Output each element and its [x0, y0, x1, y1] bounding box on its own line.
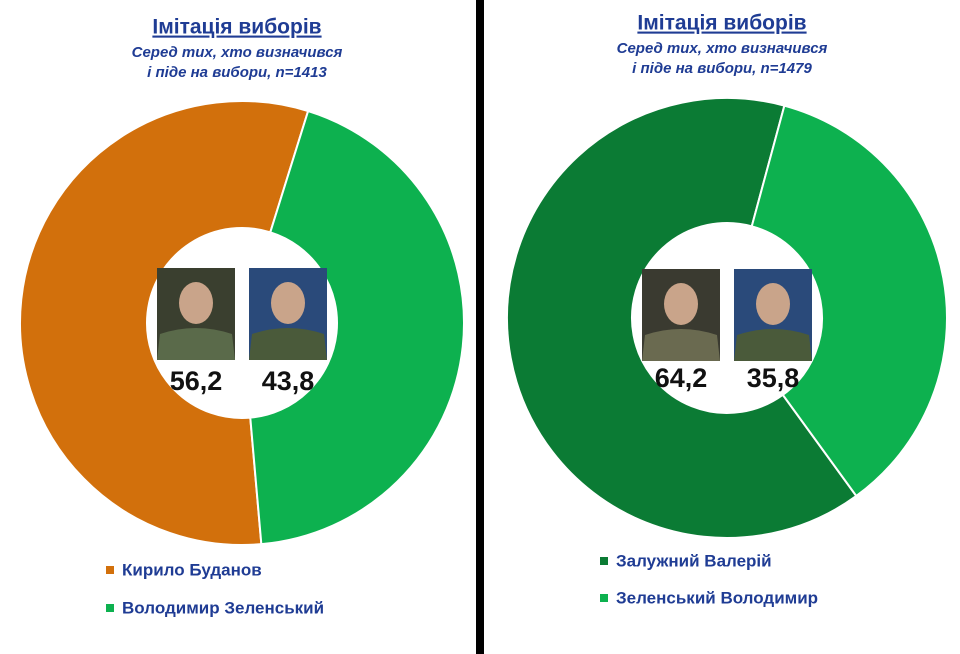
chart-subtitle: і піде на вибори, n=1479	[632, 60, 812, 77]
chart-title: Імітація виборів	[637, 12, 806, 35]
chart: Імітація виборів Серед тих, хто визначивс…	[506, 12, 948, 607]
value-label: 56,2	[170, 366, 223, 396]
donut-slice	[249, 109, 465, 546]
portrait-body	[249, 328, 327, 360]
legend-marker	[106, 566, 114, 574]
chart: Імітація виборів Серед тих, хто визначивс…	[19, 16, 465, 617]
portrait-body	[157, 328, 235, 360]
value-label: 35,8	[747, 363, 800, 393]
legend-label: Кирило Буданов	[122, 560, 262, 579]
donut-slice	[750, 104, 948, 498]
legend-marker	[106, 604, 114, 612]
legend-label: Володимир Зеленський	[122, 598, 324, 617]
portrait-head	[179, 282, 213, 324]
chart-subtitle: і піде на вибори, n=1413	[147, 64, 327, 81]
legend-marker	[600, 594, 608, 602]
portrait-body	[642, 329, 720, 361]
portrait-head	[271, 282, 305, 324]
legend-label: Зеленський Володимир	[616, 588, 818, 607]
portrait-body	[734, 329, 812, 361]
value-label: 43,8	[262, 366, 315, 396]
donut-slice	[19, 100, 310, 546]
portrait-head	[664, 283, 698, 325]
divider	[476, 0, 484, 654]
chart-title: Імітація виборів	[152, 16, 321, 39]
value-label: 64,2	[655, 363, 708, 393]
chart-subtitle: Серед тих, хто визначився	[617, 40, 828, 57]
legend-label: Залужний Валерій	[616, 551, 772, 570]
donut-slice	[506, 97, 858, 539]
chart-subtitle: Серед тих, хто визначився	[132, 44, 343, 61]
portrait-head	[756, 283, 790, 325]
legend-marker	[600, 557, 608, 565]
